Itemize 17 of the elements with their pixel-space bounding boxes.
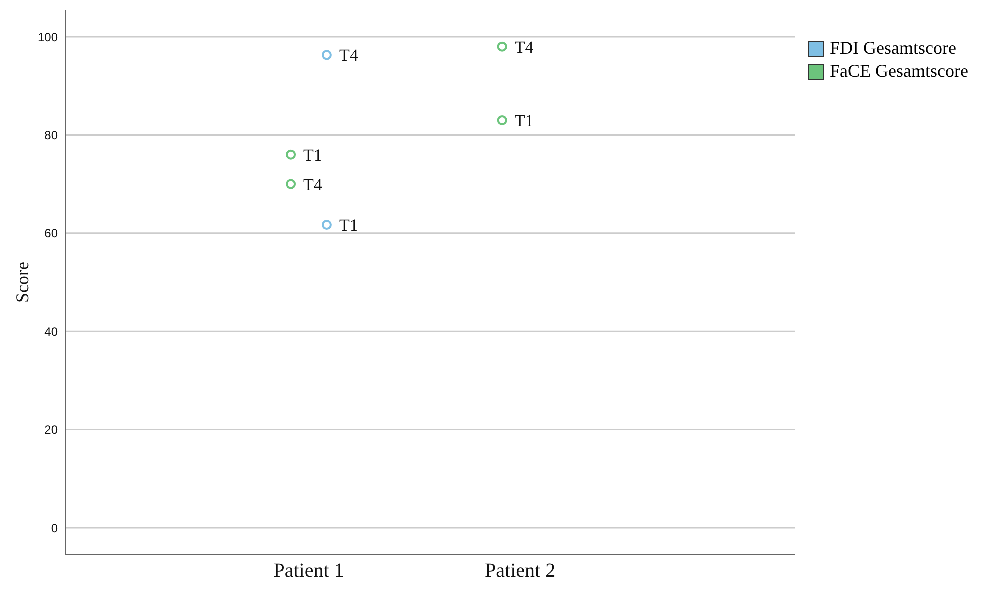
legend-label: FaCE Gesamtscore (830, 61, 968, 82)
data-label: T1 (339, 216, 358, 236)
legend-label: FDI Gesamtscore (830, 38, 956, 59)
y-tick-label: 20 (44, 423, 58, 438)
y-axis-title: Score (12, 262, 32, 303)
y-tick-label: 40 (44, 324, 58, 339)
data-label: T4 (339, 46, 359, 66)
data-label: T4 (514, 38, 534, 57)
data-label: T1 (514, 112, 534, 131)
y-tick-label: 100 (38, 30, 58, 44)
y-tick-label: 0 (51, 521, 58, 536)
y-tick-label: 80 (44, 128, 58, 142)
x-tick-label: Patient 1 (274, 560, 344, 582)
x-tick-label: Patient 2 (485, 560, 556, 582)
y-tick-label: 60 (44, 226, 58, 241)
data-label: T1 (304, 146, 322, 165)
data-label: T4 (304, 175, 323, 194)
